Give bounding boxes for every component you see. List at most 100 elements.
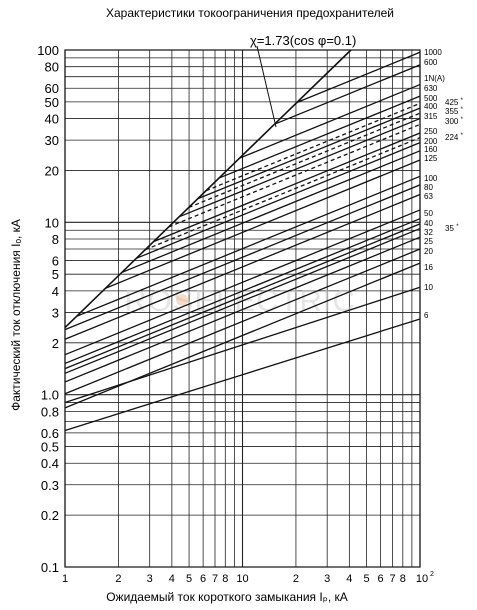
- y-tick-label: 0.4: [41, 456, 59, 471]
- y-tick-label: 0.1: [41, 560, 59, 575]
- unit-label: 1N(A): [424, 74, 445, 83]
- x-tick-label: 3: [324, 573, 330, 585]
- series-label: 100: [424, 174, 438, 183]
- envelope-line: [64, 49, 352, 329]
- series-line: [239, 83, 421, 159]
- y-tick-label: 30: [45, 133, 59, 148]
- series-line: [136, 142, 421, 259]
- series-label: 40: [424, 219, 433, 228]
- series-label: 300: [445, 117, 459, 126]
- series-line: [64, 227, 421, 374]
- series-label: 20: [424, 247, 433, 256]
- series-line: [274, 64, 421, 125]
- x-tick-label: 5: [364, 573, 370, 585]
- x-tick-label: 10: [236, 573, 248, 585]
- x-tick-label: 7: [212, 573, 218, 585]
- watermark-logo: [176, 294, 188, 306]
- series-line: [178, 117, 421, 218]
- series-label-star: *: [461, 107, 464, 113]
- series-label: 6: [424, 311, 429, 320]
- y-tick-label: 10: [45, 215, 59, 230]
- x-tick-label: 6: [378, 573, 384, 585]
- x-tick-superscript: 2: [430, 571, 434, 578]
- x-tick-label: 1: [62, 573, 68, 585]
- plot-frame: [64, 49, 421, 568]
- x-tick-label: 10: [416, 573, 428, 585]
- y-tick-label: 40: [45, 112, 59, 127]
- y-tick-label: 0.8: [41, 404, 59, 419]
- series-label: 1000: [424, 48, 442, 57]
- series-label: 50: [424, 209, 433, 218]
- y-tick-label: 1.0: [41, 388, 59, 403]
- series-label-star: *: [461, 133, 464, 139]
- series-line: [168, 123, 421, 228]
- series-lines: [64, 49, 421, 432]
- y-tick-label: 8: [52, 232, 59, 247]
- series-line: [64, 193, 421, 340]
- series-label: 16: [424, 263, 433, 272]
- series-label: 32: [424, 228, 433, 237]
- series-line: [64, 223, 421, 370]
- series-line: [153, 132, 421, 243]
- series-label-star: *: [456, 224, 459, 230]
- series-line: [76, 175, 421, 317]
- series-line: [105, 159, 421, 289]
- series-label: 355: [445, 107, 459, 116]
- x-tick-label: 4: [169, 573, 175, 585]
- x-tick-label: 8: [222, 573, 228, 585]
- envelope-leader: [256, 45, 277, 128]
- y-tick-label: 3: [52, 305, 59, 320]
- y-tick-label: 80: [45, 60, 59, 75]
- series-line: [144, 137, 421, 251]
- x-axis-label: Ожидаемый ток короткого замыкания Iₚ, кА: [106, 590, 348, 604]
- series-label: 400: [424, 102, 438, 111]
- y-tick-label: 6: [52, 254, 59, 269]
- x-tick-label: 8: [400, 573, 406, 585]
- series-label: 600: [424, 58, 438, 67]
- series-label: 500: [424, 94, 438, 103]
- series-label: 80: [424, 183, 433, 192]
- x-tick-label: 4: [346, 573, 352, 585]
- x-tick-label: 2: [293, 573, 299, 585]
- series-label: 160: [424, 145, 438, 154]
- envelope-label: χ=1.73(cos φ=0.1): [250, 33, 356, 48]
- y-tick-label: 0.6: [41, 426, 59, 441]
- y-tick-label: 0.3: [41, 478, 59, 493]
- x-tick-label: 5: [186, 573, 192, 585]
- series-line: [188, 112, 421, 209]
- series-label: 425: [445, 98, 459, 107]
- y-tick-label: 2: [52, 336, 59, 351]
- y-tick-label: 20: [45, 163, 59, 178]
- x-tick-label: 2: [115, 573, 121, 585]
- watermark-text: ROSELECTRIC: [124, 283, 355, 318]
- y-tick-label: 100: [37, 43, 59, 58]
- x-tick-label: 3: [147, 573, 153, 585]
- series-label: 315: [424, 112, 438, 121]
- series-line: [64, 248, 421, 395]
- series-line: [205, 102, 421, 192]
- y-tick-label: 60: [45, 81, 59, 96]
- series-label: 125: [424, 154, 438, 163]
- series-line: [64, 209, 421, 356]
- watermark: ROSELECTRIC: [124, 283, 355, 318]
- series-label: 630: [424, 84, 438, 93]
- series-line: [64, 286, 421, 404]
- series-label: 250: [424, 127, 438, 136]
- series-line: [64, 218, 421, 365]
- x-tick-label: 7: [389, 573, 395, 585]
- series-label: 25: [424, 237, 433, 246]
- series-line: [64, 318, 421, 432]
- chart-axes: 1 2 3 4 5 6 7 8 10 2 3 4 5 6 7 8 10 20.10.20.30.40.50.60.…: [37, 43, 434, 585]
- series-line: [64, 184, 421, 331]
- series-label: 10: [424, 283, 433, 292]
- series-label: 200: [424, 137, 438, 146]
- chart-title: Характеристики токоограничения предохран…: [106, 6, 394, 20]
- series-line: [296, 51, 421, 104]
- series-label: 35: [445, 224, 454, 233]
- y-tick-label: 0.5: [41, 440, 59, 455]
- series-label: 224: [445, 133, 459, 142]
- series-line: [197, 107, 421, 200]
- series-label: 63: [424, 192, 433, 201]
- x-tick-label: 6: [200, 573, 206, 585]
